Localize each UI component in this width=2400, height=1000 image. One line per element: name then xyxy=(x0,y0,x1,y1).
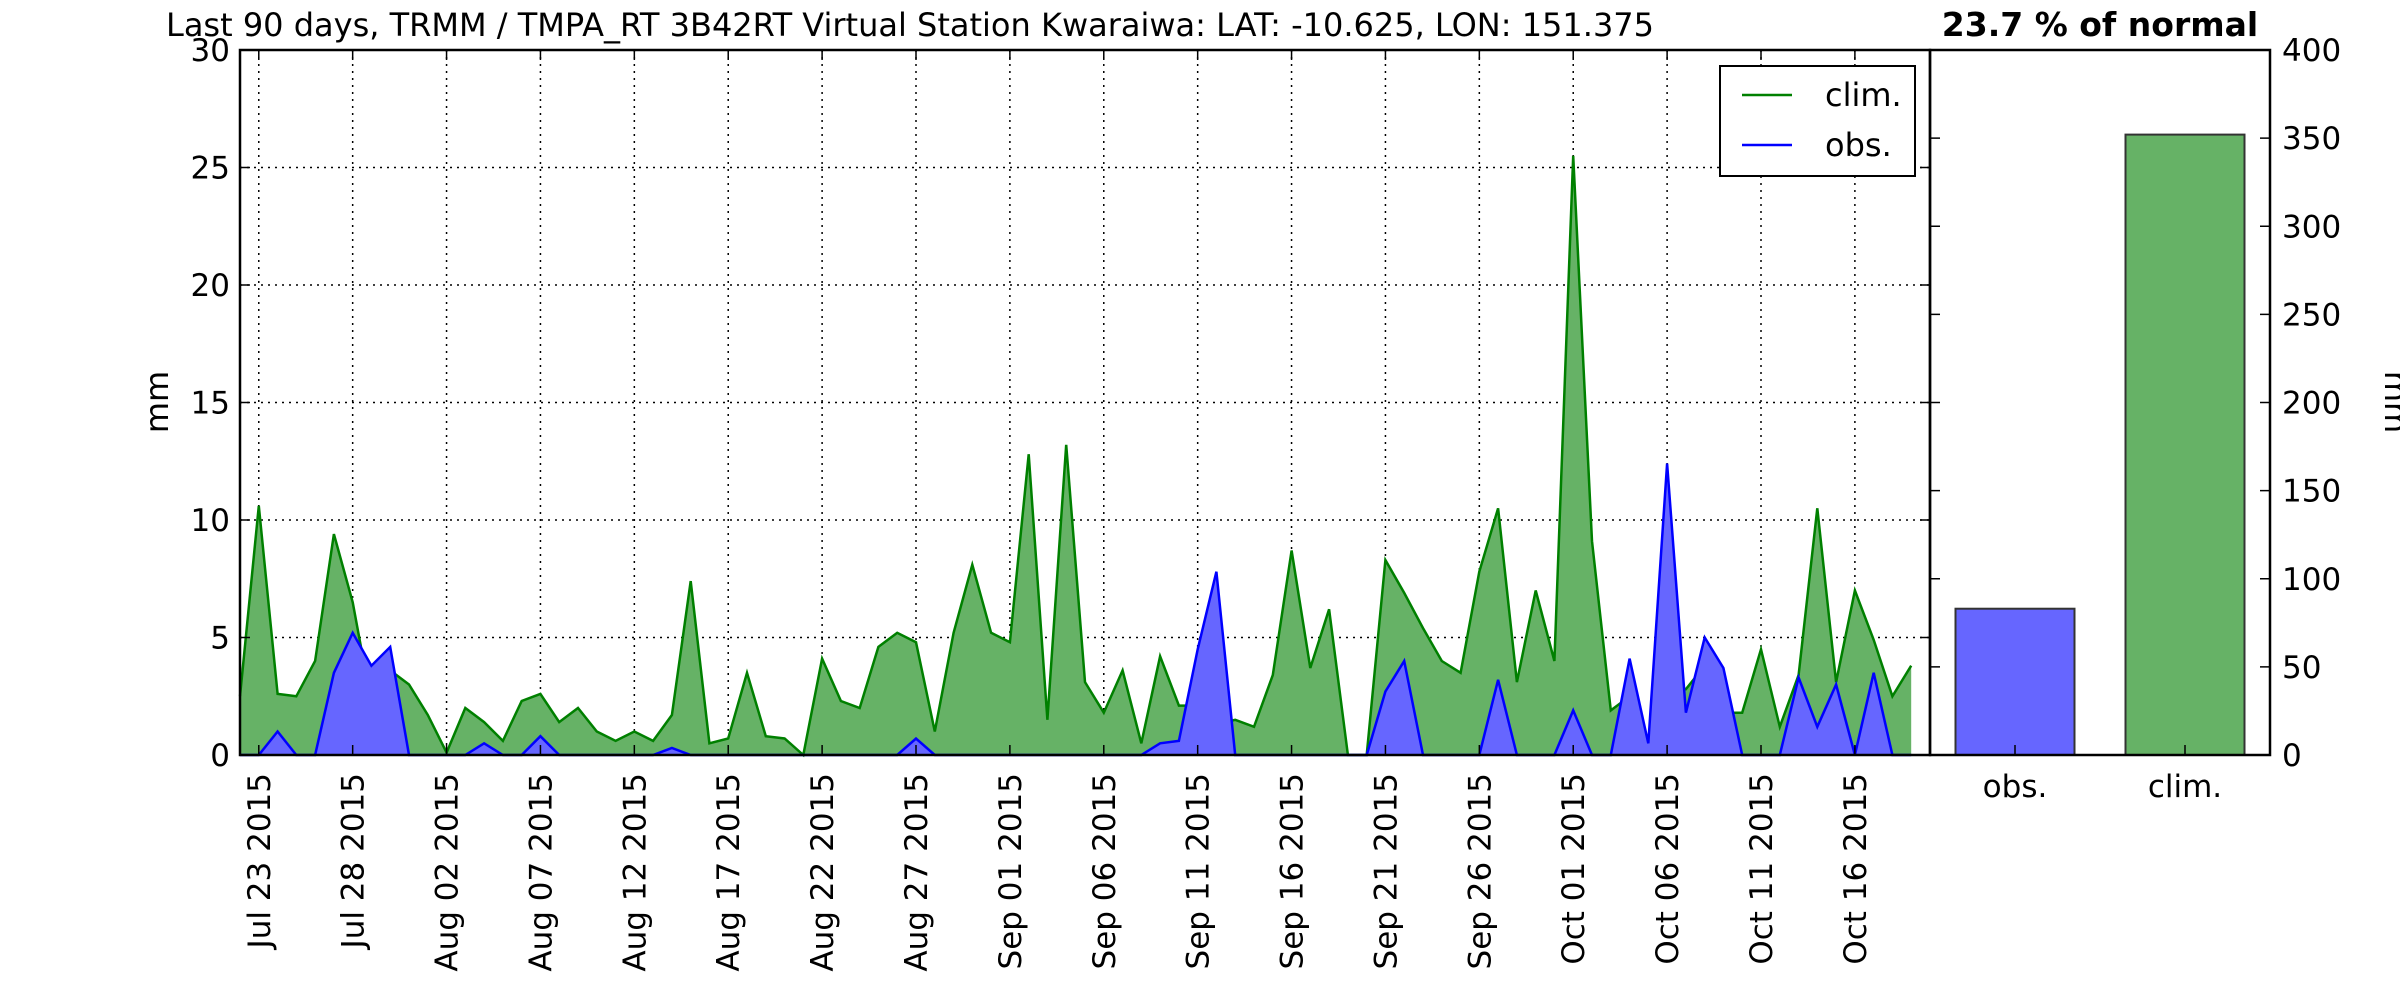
main-x-tick-label: Aug 22 2015 xyxy=(805,773,841,972)
chart-title: Last 90 days, TRMM / TMPA_RT 3B42RT Virt… xyxy=(166,6,1654,44)
legend: clim. obs. xyxy=(1719,65,1916,177)
main-x-tick-label: Sep 26 2015 xyxy=(1462,773,1498,969)
main-y-tick-label: 15 xyxy=(191,386,230,422)
main-x-tick-label: Aug 02 2015 xyxy=(430,773,466,972)
main-x-tick-label: Jul 23 2015 xyxy=(242,773,278,950)
main-y-tick-label: 5 xyxy=(210,621,230,657)
main-x-tick-label: Jul 28 2015 xyxy=(336,773,372,950)
main-x-tick-label: Sep 16 2015 xyxy=(1275,773,1311,969)
main-grid xyxy=(240,50,1930,755)
bar-y-axis-label: mm xyxy=(2377,371,2400,433)
main-area-fills xyxy=(238,155,1913,758)
main-x-tick-label: Oct 16 2015 xyxy=(1838,773,1874,965)
total-bar-plot: 0 50 100 150 200 250 300 350 400 obs. clim. mm xyxy=(1928,33,2400,805)
main-timeseries-plot: 0 5 10 15 20 25 30 Jul 23 2015 Jul 28 2015 Aug 02… xyxy=(138,33,1932,972)
main-x-tick-label: Oct 11 2015 xyxy=(1744,773,1780,965)
main-x-tick-label: Oct 01 2015 xyxy=(1556,773,1592,965)
main-x-tick-label: Oct 06 2015 xyxy=(1650,773,1686,965)
main-x-tick-label: Aug 27 2015 xyxy=(899,773,935,972)
legend-label-obs: obs. xyxy=(1825,126,1892,164)
bar-y-tick-label: 50 xyxy=(2282,650,2321,686)
bar-y-tick-label: 250 xyxy=(2282,297,2341,333)
main-x-tick-label: Sep 11 2015 xyxy=(1181,773,1217,969)
main-ticks: 0 5 10 15 20 25 30 Jul 23 2015 Jul 28 2015 Aug 02… xyxy=(191,33,1930,972)
percent-of-normal-label: 23.7 % of normal xyxy=(1942,5,2258,44)
series-area-clim xyxy=(240,155,1912,756)
total-bars xyxy=(1954,133,2246,757)
main-y-tick-label: 10 xyxy=(191,503,230,539)
main-y-tick-label: 20 xyxy=(191,268,230,304)
main-x-tick-label: Sep 21 2015 xyxy=(1368,773,1404,969)
legend-label-clim: clim. xyxy=(1825,76,1902,114)
main-y-tick-label: 0 xyxy=(210,738,230,774)
main-y-axis-label: mm xyxy=(138,371,176,433)
bar-ticks: 0 50 100 150 200 250 300 350 400 obs. clim. xyxy=(1930,33,2341,805)
bar-y-tick-label: 0 xyxy=(2282,738,2302,774)
legend-box xyxy=(1719,65,1916,177)
bar-y-tick-label: 100 xyxy=(2282,562,2341,598)
bar-plot-frame xyxy=(1928,48,2272,757)
main-x-tick-label: Aug 17 2015 xyxy=(711,773,747,972)
bar-obs xyxy=(1954,607,2076,757)
main-x-tick-label: Aug 12 2015 xyxy=(617,773,653,972)
bar-x-tick-label: clim. xyxy=(2148,769,2222,805)
bar-y-tick-label: 400 xyxy=(2282,33,2341,69)
bar-y-tick-label: 300 xyxy=(2282,209,2341,245)
bar-x-tick-label: obs. xyxy=(1983,769,2048,805)
main-y-tick-label: 30 xyxy=(191,33,230,69)
bar-y-tick-label: 200 xyxy=(2282,386,2341,422)
bar-y-tick-label: 150 xyxy=(2282,474,2341,510)
main-y-tick-label: 25 xyxy=(191,151,230,187)
bar-y-tick-label: 350 xyxy=(2282,121,2341,157)
main-x-tick-label: Sep 01 2015 xyxy=(993,773,1029,969)
bar-clim xyxy=(2124,133,2246,757)
main-x-tick-label: Sep 06 2015 xyxy=(1087,773,1123,969)
main-x-tick-label: Aug 07 2015 xyxy=(523,773,559,972)
